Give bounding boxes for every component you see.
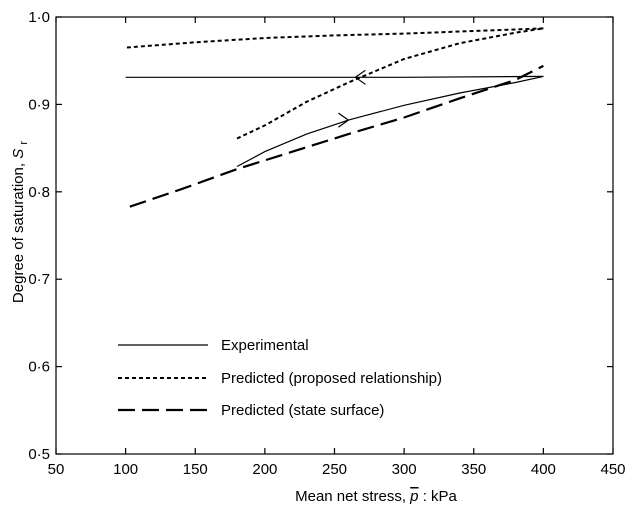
y-tick-label: 0·5 xyxy=(28,446,50,463)
x-tick-label: 200 xyxy=(252,461,277,478)
y-axis-title-subscript: r xyxy=(18,141,30,145)
x-tick-label: 350 xyxy=(461,461,486,478)
y-axis-title-symbol: S xyxy=(10,149,27,159)
y-tick-label: 0·7 xyxy=(28,271,50,288)
y-tick-label: 1·0 xyxy=(28,9,50,26)
x-tick-label: 100 xyxy=(113,461,138,478)
series-experimental-direction-arrow xyxy=(338,112,350,128)
legend-experimental-label: Experimental xyxy=(221,337,309,354)
x-tick-label: 250 xyxy=(322,461,347,478)
series-predicted-proposed-relationship-line xyxy=(236,27,544,140)
y-axis-title: Degree of saturation, S r xyxy=(10,141,30,303)
x-tick-label: 300 xyxy=(392,461,417,478)
series-experimental-line xyxy=(236,75,544,168)
y-tick-label: 0·6 xyxy=(28,359,50,376)
series-predicted-proposed-relationship-line xyxy=(125,27,544,49)
series-layer xyxy=(125,27,544,208)
y-axis-title-main: Degree of saturation, xyxy=(10,163,27,303)
x-axis-ticks: 50 100 150 200 250 300 350 400 450 xyxy=(48,17,626,478)
x-axis-title-prefix: Mean net stress, xyxy=(295,488,406,505)
x-axis-title: Mean net stress, p : kPa xyxy=(295,488,457,505)
y-tick-label: 0·8 xyxy=(28,184,50,201)
y-axis-ticks: 0·5 0·6 0·7 0·8 0·9 1·0 xyxy=(28,9,613,463)
y-tick-label: 0·9 xyxy=(28,96,50,113)
legend-predicted-proposed-relationship-label: Predicted (proposed relationship) xyxy=(221,370,442,387)
x-tick-label: 150 xyxy=(183,461,208,478)
plot-frame xyxy=(55,16,614,455)
series-predicted-state-surface-line xyxy=(129,64,544,208)
legend-predicted-state-surface-label: Predicted (state surface) xyxy=(221,402,384,419)
x-tick-label: 450 xyxy=(600,461,625,478)
x-tick-label: 400 xyxy=(531,461,556,478)
series-experimental-line xyxy=(125,75,544,78)
x-tick-label: 50 xyxy=(48,461,65,478)
x-axis-title-symbol: p xyxy=(409,488,418,505)
legend: Experimental Predicted (proposed relation… xyxy=(118,337,442,419)
series-experimental-direction-arrow xyxy=(354,69,366,85)
x-axis-title-suffix: : kPa xyxy=(423,488,458,505)
